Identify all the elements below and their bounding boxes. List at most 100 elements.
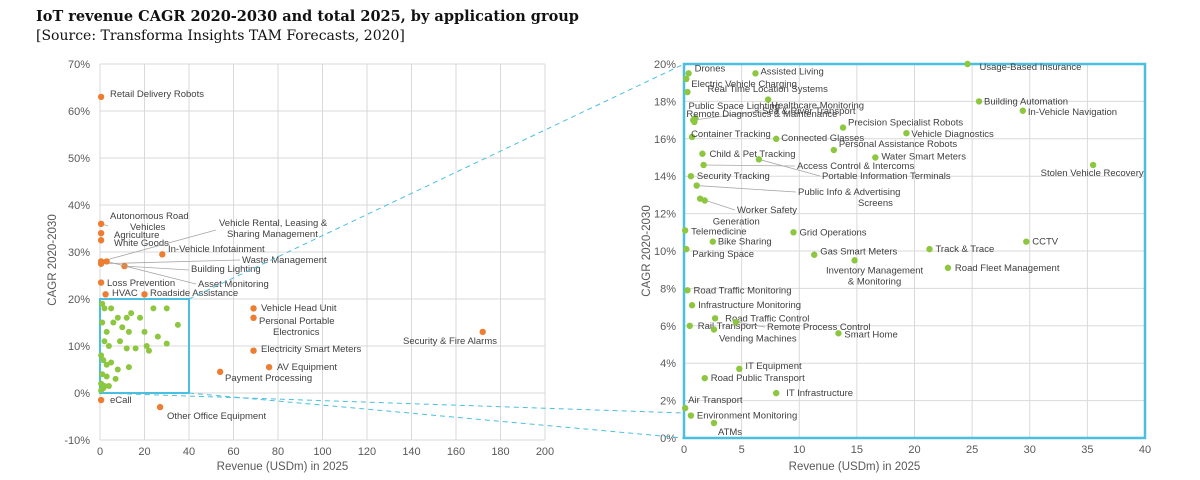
right-y-tick-label: 6% bbox=[660, 321, 676, 333]
left-green-point bbox=[125, 328, 132, 335]
right-y-tick-label: 18% bbox=[654, 96, 676, 108]
left-y-tick-label: 30% bbox=[68, 247, 90, 259]
right-point-label: Road Traffic Control bbox=[725, 313, 809, 324]
left-orange-point bbox=[156, 403, 164, 411]
right-point-label: Child & Pet Tracking bbox=[709, 149, 795, 160]
right-green-point bbox=[686, 322, 693, 329]
right-y-tick-label: 16% bbox=[654, 134, 676, 146]
left-y-tick-label: 70% bbox=[68, 59, 90, 71]
left-green-point bbox=[154, 333, 161, 340]
left-green-point bbox=[100, 357, 107, 364]
right-green-point bbox=[773, 389, 780, 397]
right-y-tick-label: 4% bbox=[660, 358, 676, 370]
right-green-point bbox=[681, 227, 689, 234]
left-point-label: HVAC bbox=[112, 288, 138, 299]
left-green-point bbox=[125, 364, 132, 371]
left-point-label: Building Lighting bbox=[191, 264, 261, 275]
left-y-axis-label: CAGR 2020-2030 bbox=[47, 214, 59, 305]
right-point-label: Portable Information Terminals bbox=[822, 171, 951, 182]
left-x-tick-label: 0 bbox=[97, 446, 103, 458]
left-y-tick-label: 0% bbox=[74, 388, 90, 400]
left-x-tick-label: 40 bbox=[183, 446, 195, 458]
right-green-point bbox=[709, 238, 717, 245]
left-zoom-box bbox=[99, 298, 190, 394]
zoom-connector-lower bbox=[99, 392, 685, 414]
right-x-tick-label: 10 bbox=[793, 444, 805, 456]
left-green-point bbox=[123, 314, 130, 321]
left-point-label: Vehicle Head Unit bbox=[261, 303, 337, 314]
left-green-point bbox=[101, 305, 108, 312]
left-green-point bbox=[174, 321, 181, 328]
right-leader-line bbox=[703, 164, 796, 167]
right-point-label: Inventory Management & Monitoring bbox=[826, 265, 924, 287]
right-green-point bbox=[872, 154, 879, 161]
left-y-tick-label: 50% bbox=[68, 153, 90, 165]
right-leader-line bbox=[735, 321, 766, 328]
left-point-label: In-Vehicle Infotainment bbox=[168, 244, 265, 255]
left-green-point bbox=[114, 366, 121, 373]
left-green-point bbox=[145, 347, 152, 354]
right-green-point bbox=[773, 135, 780, 142]
right-point-label: Stolen Vehicle Recovery bbox=[1041, 168, 1144, 179]
right-green-point bbox=[699, 150, 706, 157]
right-x-tick-label: 5 bbox=[739, 444, 745, 456]
right-point-label: Electric Vehicle Charging bbox=[691, 79, 797, 90]
left-x-tick-label: 160 bbox=[447, 446, 465, 458]
right-point-label: Connected Glasses bbox=[781, 133, 864, 144]
right-point-label-line: Public Info & Advertising bbox=[798, 187, 900, 198]
left-orange-point bbox=[97, 93, 105, 101]
right-point-label: Road Fleet Management bbox=[955, 263, 1060, 274]
right-point-label: Environment Monitoring bbox=[697, 411, 797, 422]
right-point-label: Drones bbox=[695, 63, 726, 74]
right-point-label: Smart Home bbox=[844, 329, 897, 340]
right-point-label: Public Space Lighting bbox=[689, 101, 780, 112]
left-green-point bbox=[112, 375, 119, 382]
right-green-point bbox=[688, 133, 696, 141]
chart-title: IoT revenue CAGR 2020-2030 and total 202… bbox=[36, 8, 579, 25]
left-point-label-line: Personal Portable bbox=[259, 316, 335, 327]
right-green-point bbox=[701, 197, 708, 204]
left-orange-point bbox=[216, 368, 224, 376]
right-green-point bbox=[964, 60, 971, 68]
left-green-point bbox=[141, 328, 148, 335]
right-point-label: Container Tracking bbox=[691, 129, 771, 140]
left-x-tick-label: 80 bbox=[272, 446, 284, 458]
left-x-axis-label: Revenue (USDm) in 2025 bbox=[217, 461, 349, 473]
left-point-label: Vehicle Rental, Leasing & Sharing Managem… bbox=[219, 218, 328, 240]
zoom-connector-top bbox=[188, 63, 685, 300]
left-green-point bbox=[105, 382, 112, 389]
right-y-tick-label: 14% bbox=[654, 171, 676, 183]
right-green-point bbox=[926, 245, 933, 253]
left-point-label: Security & Fire Alarms bbox=[403, 336, 497, 347]
right-green-point bbox=[683, 245, 690, 253]
right-point-label: Road Traffic Monitoring bbox=[693, 285, 791, 296]
left-y-tick-label: 10% bbox=[68, 341, 90, 353]
left-green-point bbox=[98, 352, 105, 359]
right-leader-line bbox=[693, 110, 761, 121]
right-green-point bbox=[691, 118, 698, 126]
right-green-point bbox=[736, 365, 743, 373]
left-orange-point bbox=[97, 260, 105, 267]
left-green-point bbox=[163, 340, 170, 347]
left-green-point bbox=[117, 338, 124, 345]
right-green-point bbox=[683, 75, 690, 83]
right-green-point bbox=[701, 374, 708, 382]
left-point-label: Asset Monitoring bbox=[198, 279, 269, 290]
left-orange-point bbox=[97, 279, 105, 286]
right-green-point bbox=[710, 326, 718, 333]
right-green-point bbox=[811, 251, 818, 258]
right-green-point bbox=[687, 173, 695, 180]
right-x-tick-label: 25 bbox=[966, 444, 978, 456]
right-green-point bbox=[830, 146, 838, 154]
right-y-tick-label: 8% bbox=[660, 283, 676, 295]
left-green-point bbox=[137, 314, 144, 321]
right-point-label: Worker Safety bbox=[737, 205, 797, 216]
left-y-tick-label: 20% bbox=[68, 294, 90, 306]
right-point-label: Assisted Living bbox=[760, 66, 823, 77]
left-x-tick-label: 140 bbox=[402, 446, 420, 458]
right-green-point bbox=[681, 404, 689, 412]
right-point-label: Parking Space bbox=[692, 249, 754, 260]
right-point-label: Usage-Based Insurance bbox=[980, 62, 1082, 73]
left-point-label: Agriculture bbox=[114, 230, 159, 241]
left-green-point bbox=[100, 385, 107, 392]
